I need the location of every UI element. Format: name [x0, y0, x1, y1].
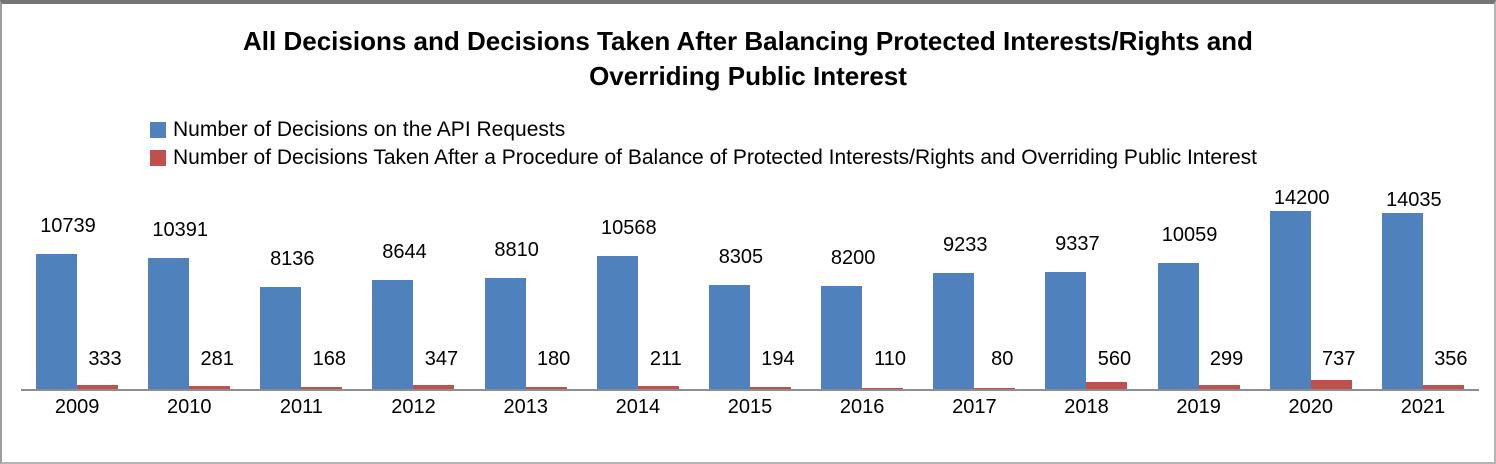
legend: Number of Decisions on the API Requests …	[150, 116, 1257, 172]
bar-api-requests	[708, 284, 750, 389]
bar-balanced-decisions	[637, 386, 679, 389]
category-group-2009: 10739 333	[21, 200, 133, 389]
legend-marker-icon	[150, 150, 166, 166]
bar-balanced-decisions	[1086, 382, 1128, 389]
value-label-balanced-decisions: 347	[424, 348, 459, 370]
x-axis-label: 2014	[615, 396, 661, 418]
value-label-balanced-decisions: 281	[200, 348, 234, 370]
x-axis-label: 2021	[1400, 396, 1446, 418]
x-axis-label: 2010	[166, 396, 212, 418]
bar-api-requests	[933, 272, 975, 389]
bar-api-requests	[1045, 271, 1087, 389]
bar-api-requests	[372, 280, 414, 389]
bar-balanced-decisions	[525, 386, 567, 389]
x-axis-label: 2016	[839, 396, 885, 418]
value-label-balanced-decisions: 560	[1097, 348, 1132, 370]
value-label-api-requests: 14035	[1386, 188, 1442, 211]
category-group-2012: 8644 347	[357, 200, 469, 389]
bar-api-requests	[821, 285, 863, 389]
value-label-api-requests: 10568	[600, 217, 657, 240]
x-axis-label: 2019	[1176, 396, 1221, 418]
x-axis-label: 2011	[279, 396, 323, 418]
value-label-balanced-decisions: 110	[874, 348, 907, 370]
category-group-2014: 10568 211	[582, 200, 694, 389]
x-axis-label: 2015	[727, 396, 773, 418]
bar-balanced-decisions	[1198, 385, 1240, 389]
value-label-balanced-decisions: 333	[88, 348, 122, 370]
bar-balanced-decisions	[189, 385, 231, 389]
value-label-api-requests: 8305	[718, 245, 764, 268]
value-label-balanced-decisions: 194	[761, 348, 795, 370]
category-group-2015: 8305 194	[694, 200, 806, 389]
x-axis-label: 2018	[1064, 396, 1109, 418]
bar-balanced-decisions	[301, 386, 343, 389]
x-axis-labels: 2009 2010 2011 2012 2013 2014 2015 2016 2017 2018…	[21, 396, 1479, 419]
bar-api-requests	[36, 254, 77, 389]
value-label-api-requests: 8136	[270, 247, 315, 270]
legend-item-api-requests: Number of Decisions on the API Requests	[150, 116, 1257, 144]
value-label-balanced-decisions: 356	[1434, 348, 1468, 370]
value-label-api-requests: 9233	[943, 233, 988, 256]
bar-balanced-decisions	[413, 384, 455, 389]
bar-balanced-decisions	[974, 388, 1016, 389]
value-label-api-requests: 10391	[152, 219, 208, 242]
legend-label-balanced-decisions: Number of Decisions Taken After a Proced…	[173, 146, 1258, 169]
value-label-api-requests: 8810	[494, 239, 539, 262]
bar-balanced-decisions	[749, 386, 791, 389]
chart-title-line-1: All Decisions and Decisions Taken After …	[243, 26, 1253, 56]
value-label-api-requests: 8644	[382, 241, 427, 264]
bar-api-requests	[1269, 210, 1311, 389]
category-group-2016: 8200 110	[806, 200, 918, 389]
x-axis-label: 2017	[952, 396, 997, 418]
bar-api-requests	[1381, 212, 1423, 389]
legend-item-balanced-decisions: Number of Decisions Taken After a Proced…	[150, 144, 1257, 172]
bar-api-requests	[1157, 262, 1199, 389]
bar-balanced-decisions	[1422, 384, 1464, 389]
value-label-balanced-decisions: 737	[1322, 348, 1356, 370]
value-label-api-requests: 10739	[40, 215, 96, 237]
category-group-2017: 9233 80	[918, 200, 1030, 389]
chart-title: All Decisions and Decisions Taken After …	[2, 24, 1494, 94]
bar-balanced-decisions	[862, 387, 904, 389]
category-group-2020: 14200 737	[1255, 188, 1367, 389]
value-label-api-requests: 10059	[1161, 223, 1218, 246]
value-label-balanced-decisions: 80	[991, 348, 1014, 370]
category-group-2010: 10391 281	[133, 200, 245, 389]
bar-api-requests	[596, 256, 638, 389]
x-axis-label: 2009	[54, 396, 100, 418]
legend-marker-icon	[150, 122, 166, 138]
bar-balanced-decisions	[77, 384, 118, 389]
category-group-2018: 9337 560	[1030, 200, 1142, 389]
value-label-api-requests: 9337	[1055, 232, 1100, 255]
value-label-balanced-decisions: 168	[312, 348, 346, 370]
x-axis-label: 2012	[391, 396, 436, 418]
category-group-2011: 8136 168	[245, 200, 357, 389]
bar-api-requests	[260, 286, 302, 389]
bar-api-requests	[148, 258, 190, 389]
legend-label-api-requests: Number of Decisions on the API Requests	[173, 118, 566, 141]
category-group-2019: 10059 299	[1143, 200, 1255, 389]
category-group-2013: 8810 180	[470, 200, 582, 389]
chart-title-line-2: Overriding Public Interest	[589, 61, 907, 91]
category-group-2021: 14035 356	[1367, 190, 1479, 389]
bar-api-requests	[484, 278, 526, 389]
bar-balanced-decisions	[1310, 379, 1352, 389]
value-label-balanced-decisions: 211	[649, 348, 682, 370]
value-label-api-requests: 14200	[1273, 186, 1330, 209]
plot-area: 10739 333 10391 281 8136 168 8644 347 8810 180 105…	[21, 188, 1479, 391]
value-label-balanced-decisions: 299	[1209, 348, 1244, 370]
x-axis-label: 2020	[1288, 396, 1334, 418]
value-label-balanced-decisions: 180	[536, 348, 571, 370]
value-label-api-requests: 8200	[830, 246, 876, 269]
x-axis-label: 2013	[503, 396, 548, 418]
